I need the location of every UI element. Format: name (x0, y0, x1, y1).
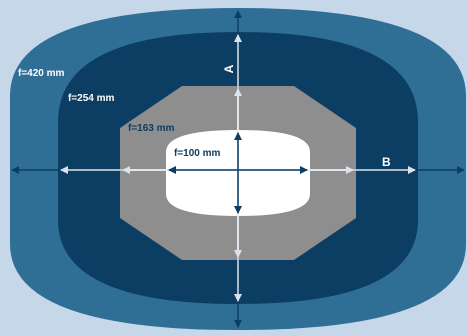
zone-label-163mm: f=163 mm (128, 123, 175, 134)
axis-label-b: B (382, 155, 391, 169)
zone-label-420mm: f=420 mm (18, 68, 65, 79)
axis-label-a: A (222, 64, 236, 73)
zone-label-254mm: f=254 mm (68, 93, 115, 104)
zone-label-100mm: f=100 mm (174, 148, 221, 159)
